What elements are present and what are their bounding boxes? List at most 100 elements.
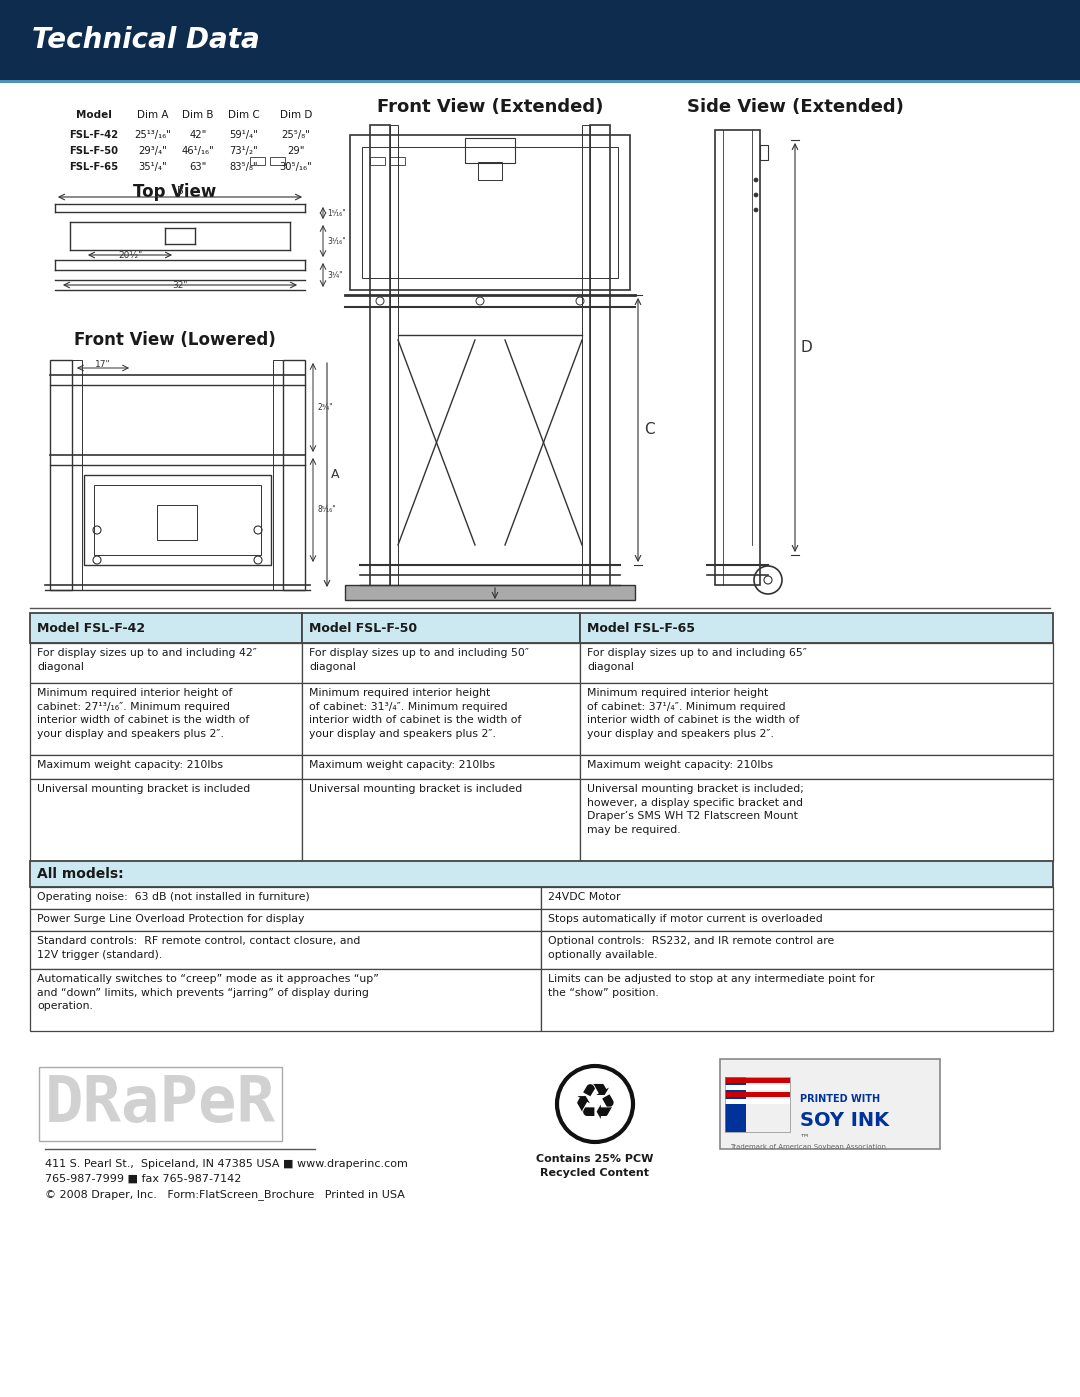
Bar bbox=[370, 124, 390, 590]
Text: Dim D: Dim D bbox=[280, 110, 312, 120]
Bar bbox=[0, 80, 1080, 82]
Bar bbox=[725, 1077, 789, 1132]
Text: Model FSL-F-65: Model FSL-F-65 bbox=[588, 622, 696, 634]
Bar bbox=[725, 1077, 746, 1132]
Text: Universal mounting bracket is included: Universal mounting bracket is included bbox=[37, 784, 251, 793]
Text: 3¹⁄₄": 3¹⁄₄" bbox=[327, 271, 342, 279]
Bar bbox=[302, 780, 580, 861]
Text: C: C bbox=[644, 422, 654, 437]
Bar bbox=[725, 1078, 789, 1083]
Bar bbox=[590, 124, 610, 590]
Bar bbox=[582, 124, 590, 590]
Text: Maximum weight capacity: 210lbs: Maximum weight capacity: 210lbs bbox=[588, 760, 773, 770]
Bar bbox=[465, 138, 515, 163]
Text: Standard controls:  RF remote control, contact closure, and
12V trigger (standar: Standard controls: RF remote control, co… bbox=[37, 936, 361, 960]
Text: Front View (Lowered): Front View (Lowered) bbox=[75, 331, 275, 349]
Text: Front View (Extended): Front View (Extended) bbox=[377, 98, 604, 116]
Text: For display sizes up to and including 65″
diagonal: For display sizes up to and including 65… bbox=[588, 648, 807, 672]
Bar bbox=[390, 156, 405, 165]
Bar bbox=[580, 780, 1053, 861]
Text: Stops automatically if motor current is overloaded: Stops automatically if motor current is … bbox=[548, 914, 823, 923]
Text: Limits can be adjusted to stop at any intermediate point for
the “show” position: Limits can be adjusted to stop at any in… bbox=[548, 974, 875, 997]
Bar bbox=[273, 360, 283, 590]
Text: Maximum weight capacity: 210lbs: Maximum weight capacity: 210lbs bbox=[309, 760, 495, 770]
Bar bbox=[478, 162, 502, 180]
Text: 32": 32" bbox=[172, 281, 188, 289]
Text: Model FSL-F-50: Model FSL-F-50 bbox=[309, 622, 417, 634]
Bar bbox=[30, 613, 302, 643]
Bar bbox=[302, 643, 580, 683]
Bar bbox=[30, 861, 1053, 887]
Bar bbox=[302, 613, 580, 643]
Text: Dim B: Dim B bbox=[183, 110, 214, 120]
Text: 3¹⁄₁₆": 3¹⁄₁₆" bbox=[327, 236, 346, 246]
Text: Optional controls:  RS232, and IR remote control are
optionally available.: Optional controls: RS232, and IR remote … bbox=[548, 936, 834, 960]
Bar bbox=[725, 1092, 789, 1097]
Text: A: A bbox=[330, 468, 339, 482]
Text: Minimum required interior height
of cabinet: 31³/₄″. Minimum required
interior w: Minimum required interior height of cabi… bbox=[309, 687, 522, 739]
Text: 29³/₄": 29³/₄" bbox=[138, 147, 167, 156]
Text: Model: Model bbox=[76, 110, 112, 120]
Text: FSL-F-42: FSL-F-42 bbox=[69, 130, 119, 140]
Text: 30⁵/₁₆": 30⁵/₁₆" bbox=[280, 162, 312, 172]
Bar bbox=[302, 683, 580, 754]
Bar bbox=[345, 585, 635, 599]
Bar bbox=[270, 156, 285, 165]
Text: 8⁵⁄₁₆": 8⁵⁄₁₆" bbox=[318, 506, 336, 514]
Text: 25¹³/₁₆": 25¹³/₁₆" bbox=[135, 130, 172, 140]
Bar bbox=[362, 147, 618, 278]
Text: For display sizes up to and including 50″
diagonal: For display sizes up to and including 50… bbox=[309, 648, 529, 672]
Text: D: D bbox=[800, 339, 812, 355]
Text: Model FSL-F-42: Model FSL-F-42 bbox=[37, 622, 145, 634]
Text: 83⁵/₈": 83⁵/₈" bbox=[230, 162, 258, 172]
Bar bbox=[157, 504, 197, 541]
Bar bbox=[50, 360, 72, 590]
Text: 2³⁄₄": 2³⁄₄" bbox=[318, 402, 333, 412]
Text: 73¹/₂": 73¹/₂" bbox=[230, 147, 258, 156]
Text: ™: ™ bbox=[800, 1132, 810, 1141]
Bar bbox=[72, 360, 82, 590]
Bar bbox=[725, 1085, 789, 1090]
Text: 42": 42" bbox=[189, 130, 206, 140]
Text: 46¹/₁₆": 46¹/₁₆" bbox=[181, 147, 214, 156]
Text: Universal mounting bracket is included;
however, a display specific bracket and
: Universal mounting bracket is included; … bbox=[588, 784, 804, 835]
Bar bbox=[370, 156, 384, 165]
Bar bbox=[0, 0, 1080, 80]
Text: Minimum required interior height of
cabinet: 27¹³/₁₆″. Minimum required
interior: Minimum required interior height of cabi… bbox=[37, 687, 249, 739]
Text: Operating noise:  63 dB (not installed in furniture): Operating noise: 63 dB (not installed in… bbox=[37, 893, 310, 902]
Bar bbox=[249, 156, 265, 165]
Text: DRaPeR: DRaPeR bbox=[45, 1073, 276, 1134]
Bar bbox=[390, 124, 399, 590]
Bar bbox=[30, 780, 302, 861]
Bar bbox=[580, 754, 1053, 780]
Bar bbox=[94, 485, 261, 555]
Bar bbox=[283, 360, 305, 590]
Text: Dim C: Dim C bbox=[228, 110, 260, 120]
Text: 1⁵⁄₁₆": 1⁵⁄₁₆" bbox=[327, 208, 346, 218]
Bar bbox=[30, 887, 541, 909]
Text: 29": 29" bbox=[287, 147, 305, 156]
Text: FSL-F-65: FSL-F-65 bbox=[69, 162, 119, 172]
Text: 20¹⁄₂": 20¹⁄₂" bbox=[118, 250, 143, 260]
Text: Maximum weight capacity: 210lbs: Maximum weight capacity: 210lbs bbox=[37, 760, 222, 770]
Text: PRINTED WITH: PRINTED WITH bbox=[800, 1094, 880, 1104]
Text: Technical Data: Technical Data bbox=[32, 27, 260, 54]
Bar bbox=[30, 909, 541, 930]
Bar bbox=[30, 643, 302, 683]
Bar bbox=[580, 643, 1053, 683]
Text: Dim A: Dim A bbox=[137, 110, 168, 120]
Text: ♻: ♻ bbox=[572, 1080, 618, 1127]
Bar bbox=[30, 930, 541, 970]
Bar bbox=[541, 887, 1053, 909]
Bar bbox=[541, 909, 1053, 930]
Text: For display sizes up to and including 42″
diagonal: For display sizes up to and including 42… bbox=[37, 648, 257, 672]
Bar bbox=[350, 136, 630, 291]
Text: All models:: All models: bbox=[37, 868, 123, 882]
Circle shape bbox=[754, 208, 758, 212]
Text: SOY INK: SOY INK bbox=[800, 1112, 889, 1130]
Bar bbox=[720, 1059, 940, 1148]
Text: Side View (Extended): Side View (Extended) bbox=[687, 98, 904, 116]
Text: 411 S. Pearl St.,  Spiceland, IN 47385 USA ■ www.draperinc.com
765-987-7999 ■ fa: 411 S. Pearl St., Spiceland, IN 47385 US… bbox=[45, 1160, 408, 1200]
Text: Automatically switches to “creep” mode as it approaches “up”
and “down” limits, : Automatically switches to “creep” mode a… bbox=[37, 974, 379, 1011]
Text: 25⁵/₈": 25⁵/₈" bbox=[282, 130, 310, 140]
